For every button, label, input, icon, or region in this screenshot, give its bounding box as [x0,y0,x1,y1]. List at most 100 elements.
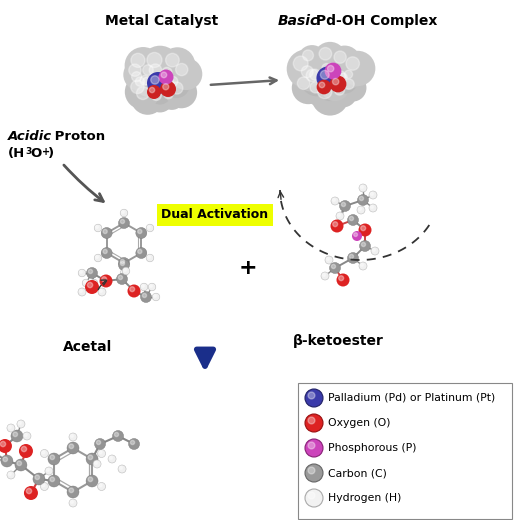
Circle shape [302,50,314,61]
Circle shape [120,259,124,264]
Circle shape [132,72,141,82]
Circle shape [370,205,374,209]
Circle shape [137,87,149,99]
Circle shape [322,274,326,277]
Circle shape [95,226,99,228]
Circle shape [347,214,359,226]
Circle shape [98,449,106,458]
Circle shape [94,461,98,464]
Circle shape [143,58,176,91]
Circle shape [336,70,356,90]
Circle shape [143,65,153,75]
Circle shape [345,70,352,79]
Circle shape [328,66,334,72]
Circle shape [158,70,173,84]
Circle shape [140,283,148,291]
Circle shape [153,294,156,297]
Circle shape [318,59,342,84]
Circle shape [26,488,31,493]
Circle shape [94,438,106,449]
Circle shape [306,69,318,82]
Circle shape [69,444,74,449]
Circle shape [21,446,27,452]
Circle shape [131,80,144,94]
Circle shape [86,453,98,465]
Circle shape [325,60,345,80]
Circle shape [125,47,162,84]
Circle shape [87,267,98,279]
Circle shape [342,202,346,206]
Circle shape [166,79,174,88]
Circle shape [8,472,11,475]
Circle shape [119,466,122,470]
Circle shape [151,90,162,100]
Circle shape [69,499,77,507]
Text: 3: 3 [25,147,31,156]
Circle shape [316,73,344,101]
Circle shape [149,87,155,93]
Text: +: + [239,258,257,278]
Circle shape [109,457,112,459]
Circle shape [369,204,377,212]
Circle shape [11,430,23,442]
Circle shape [130,287,135,292]
Circle shape [305,76,335,107]
Circle shape [120,219,124,224]
Circle shape [139,74,159,94]
Circle shape [119,217,130,228]
Circle shape [321,78,331,88]
Circle shape [311,78,349,115]
Circle shape [79,270,83,274]
Circle shape [308,492,315,499]
Circle shape [86,475,98,487]
Circle shape [128,438,139,449]
Circle shape [119,257,130,268]
Circle shape [331,197,339,205]
Circle shape [42,451,45,454]
Circle shape [131,81,165,115]
Circle shape [70,434,73,437]
Circle shape [140,46,180,85]
Circle shape [95,255,99,258]
Circle shape [24,486,38,500]
Circle shape [102,277,107,282]
Circle shape [131,54,145,68]
Text: Palladium (Pd) or Platinum (Pt): Palladium (Pd) or Platinum (Pt) [328,393,495,403]
Circle shape [138,60,166,88]
Circle shape [103,250,107,254]
Circle shape [69,488,74,492]
Circle shape [162,67,172,77]
Circle shape [78,288,86,296]
Circle shape [121,270,124,274]
Text: Acidic: Acidic [8,130,52,143]
Circle shape [100,275,112,288]
Circle shape [70,500,73,503]
Circle shape [19,444,33,458]
Circle shape [319,47,332,60]
Circle shape [40,483,49,490]
Circle shape [305,439,323,457]
Circle shape [166,77,197,108]
Circle shape [136,228,147,239]
Circle shape [326,257,329,261]
Circle shape [18,421,21,424]
Circle shape [131,73,155,97]
Text: Metal Catalyst: Metal Catalyst [105,14,219,28]
Text: Acetal: Acetal [63,340,112,354]
Circle shape [330,66,358,94]
Circle shape [305,489,323,507]
Circle shape [33,473,45,485]
Circle shape [125,74,160,109]
Circle shape [325,256,333,264]
Circle shape [84,280,86,283]
Circle shape [123,59,156,91]
Circle shape [1,455,13,467]
Text: Proton: Proton [50,130,105,143]
Circle shape [7,471,15,479]
Circle shape [136,71,162,97]
Circle shape [297,77,310,89]
Circle shape [360,263,363,266]
Circle shape [161,72,167,78]
Text: Carbon (C): Carbon (C) [328,468,387,478]
Text: +: + [42,147,50,157]
